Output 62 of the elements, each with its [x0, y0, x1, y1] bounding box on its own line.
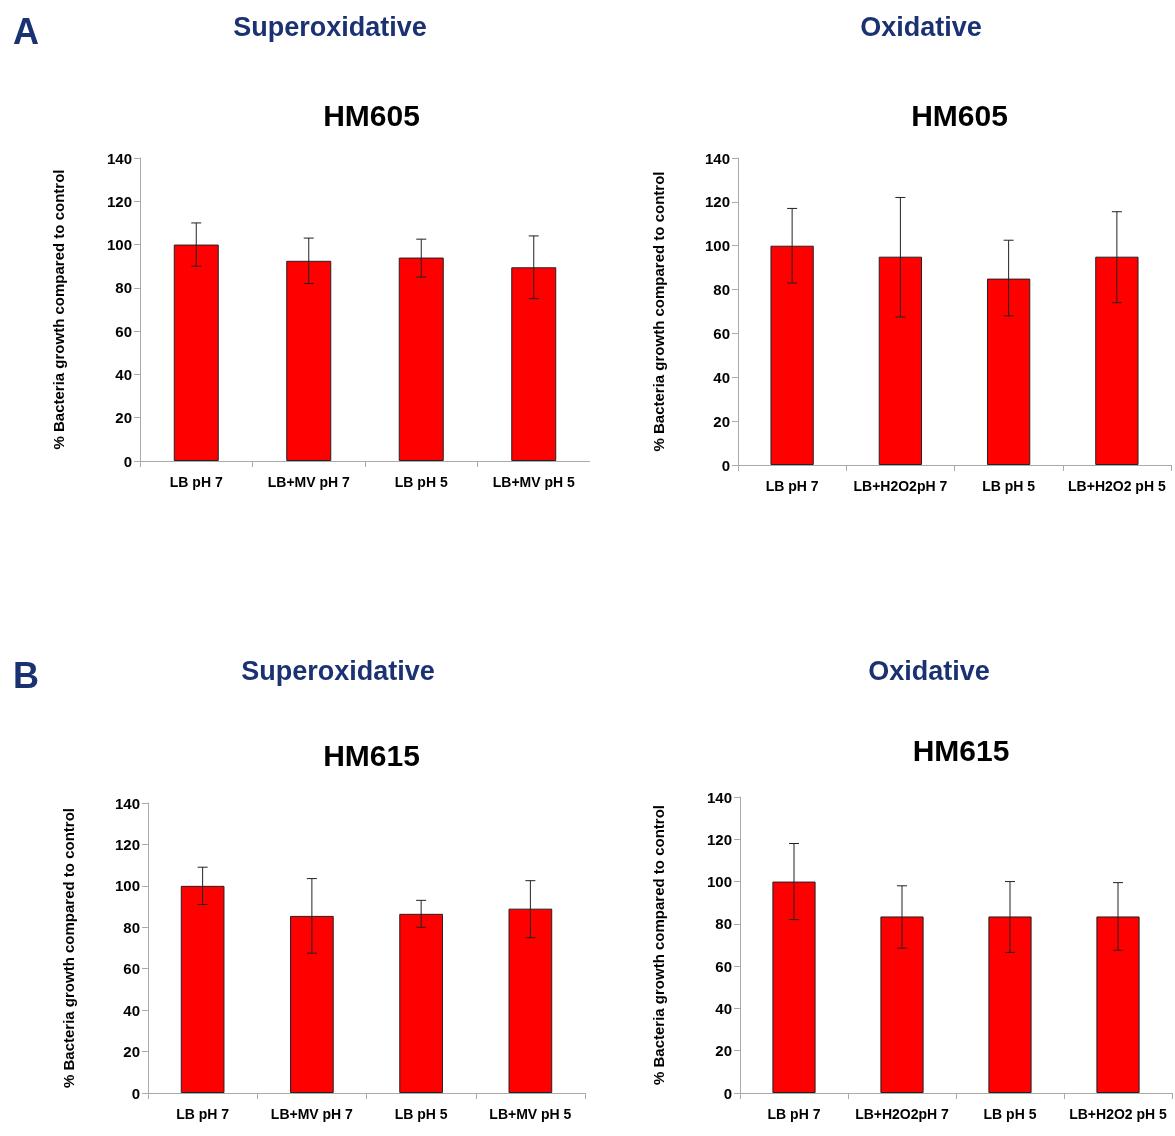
y-tick-label: 20	[715, 1042, 732, 1060]
y-tick-label: 80	[123, 918, 140, 936]
y-tick-label: 140	[106, 149, 132, 167]
x-tick-label: LB pH 7	[767, 1106, 821, 1122]
x-tick-label: LB pH 5	[982, 478, 1036, 494]
y-tick-label: 20	[115, 409, 132, 427]
chart-subtitle: HM615	[912, 733, 1010, 767]
x-tick-label: LB pH 5	[394, 1106, 448, 1122]
chart-title: Superoxidative	[233, 11, 427, 42]
y-tick-label: 140	[114, 794, 140, 812]
y-tick-label: 140	[706, 788, 732, 806]
y-tick-label: 60	[115, 322, 132, 340]
y-tick-label: 120	[706, 830, 732, 848]
x-tick-label: LB pH 7	[765, 478, 819, 494]
y-tick-label: 40	[713, 368, 730, 386]
text: A	[13, 10, 39, 52]
x-tick-label: LB pH 7	[176, 1106, 230, 1122]
x-tick-label: LB+MV pH 5	[489, 1106, 572, 1122]
text: B	[13, 654, 39, 696]
x-tick-label: LB+H2O2pH 7	[853, 478, 948, 494]
y-tick-label: 80	[713, 281, 730, 299]
x-tick-label: LB+MV pH 7	[267, 474, 350, 490]
y-tick-label: 40	[715, 999, 732, 1017]
y-tick-label: 100	[704, 237, 730, 255]
y-tick-label: 120	[704, 193, 730, 211]
y-tick-label: 120	[106, 192, 132, 210]
chart-title: Superoxidative	[241, 655, 435, 686]
chart-subtitle: HM605	[323, 98, 420, 132]
x-tick-label: LB+MV pH 5	[492, 474, 575, 490]
y-tick-label: 20	[123, 1043, 140, 1061]
x-tick-label: LB pH 5	[394, 474, 448, 490]
y-tick-label: 100	[114, 877, 140, 895]
y-tick-label: 120	[114, 835, 140, 853]
y-tick-label: 100	[706, 873, 732, 891]
y-axis-title: % Bacteria growth compared to control	[649, 171, 667, 452]
y-axis-title: % Bacteria growth compared to control	[49, 169, 67, 450]
y-tick-label: 100	[106, 236, 132, 254]
y-axis-title: % Bacteria growth compared to control	[59, 807, 77, 1089]
y-tick-label: 80	[115, 279, 132, 297]
chart-title: Oxidative	[868, 655, 990, 686]
x-tick-label: LB+MV pH 7	[270, 1106, 354, 1122]
y-tick-label: 140	[704, 149, 730, 167]
y-tick-label: 40	[115, 365, 132, 383]
x-tick-label: LB+H2O2 pH 5	[1068, 478, 1166, 494]
x-tick-label: LB+H2O2 pH 5	[1069, 1106, 1168, 1122]
y-tick-label: 0	[723, 1084, 732, 1102]
y-tick-label: 20	[713, 412, 730, 430]
x-tick-label: LB pH 5	[983, 1106, 1037, 1122]
x-tick-label: LB+H2O2pH 7	[855, 1106, 950, 1122]
y-tick-label: 40	[123, 1001, 140, 1019]
y-tick-label: 60	[713, 324, 730, 342]
chart-subtitle: HM615	[323, 738, 420, 772]
y-tick-label: 0	[721, 456, 730, 474]
chart-subtitle: HM605	[911, 98, 1008, 132]
x-tick-label: LB pH 7	[169, 474, 223, 490]
y-tick-label: 0	[131, 1084, 140, 1102]
y-tick-label: 0	[123, 452, 132, 470]
y-tick-label: 60	[123, 960, 140, 978]
chart-title: Oxidative	[860, 11, 982, 42]
y-tick-label: 60	[715, 957, 732, 975]
y-tick-label: 80	[715, 915, 732, 933]
y-axis-title: % Bacteria growth compared to control	[649, 804, 667, 1086]
